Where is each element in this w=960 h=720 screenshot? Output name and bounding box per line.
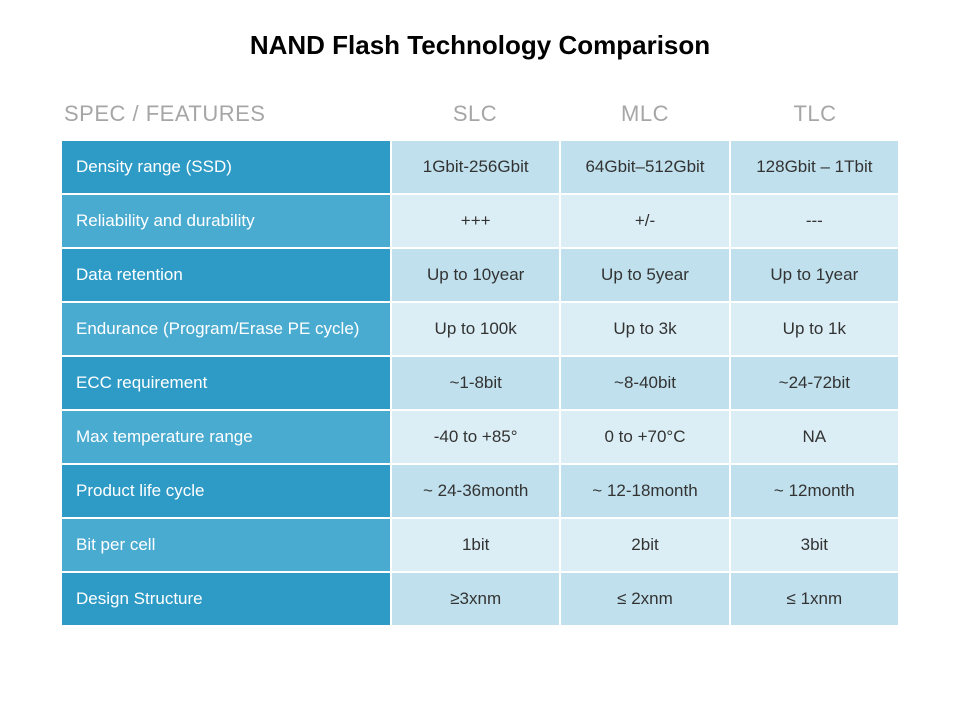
value-cell: Up to 1k bbox=[730, 302, 899, 356]
table-row: Density range (SSD) 1Gbit-256Gbit 64Gbit… bbox=[61, 140, 899, 194]
value-cell: 2bit bbox=[560, 518, 729, 572]
table-row: ECC requirement ~1-8bit ~8-40bit ~24-72b… bbox=[61, 356, 899, 410]
value-cell: +/- bbox=[560, 194, 729, 248]
value-cell: 3bit bbox=[730, 518, 899, 572]
value-cell: Up to 5year bbox=[560, 248, 729, 302]
comparison-table: Density range (SSD) 1Gbit-256Gbit 64Gbit… bbox=[60, 139, 900, 627]
value-cell: 128Gbit – 1Tbit bbox=[730, 140, 899, 194]
page: NAND Flash Technology Comparison SPEC / … bbox=[0, 0, 960, 720]
table-body: Density range (SSD) 1Gbit-256Gbit 64Gbit… bbox=[61, 140, 899, 626]
table-row: Endurance (Program/Erase PE cycle) Up to… bbox=[61, 302, 899, 356]
value-cell: 1Gbit-256Gbit bbox=[391, 140, 560, 194]
value-cell: NA bbox=[730, 410, 899, 464]
value-cell: --- bbox=[730, 194, 899, 248]
value-cell: 1bit bbox=[391, 518, 560, 572]
table-row: Design Structure ≥3xnm ≤ 2xnm ≤ 1xnm bbox=[61, 572, 899, 626]
value-cell: 64Gbit–512Gbit bbox=[560, 140, 729, 194]
value-cell: ~ 12month bbox=[730, 464, 899, 518]
table-row: Bit per cell 1bit 2bit 3bit bbox=[61, 518, 899, 572]
table-row: Data retention Up to 10year Up to 5year … bbox=[61, 248, 899, 302]
feature-cell: Bit per cell bbox=[61, 518, 391, 572]
feature-cell: Max temperature range bbox=[61, 410, 391, 464]
value-cell: -40 to +85° bbox=[391, 410, 560, 464]
value-cell: ≤ 2xnm bbox=[560, 572, 729, 626]
feature-cell: Product life cycle bbox=[61, 464, 391, 518]
table-row: Reliability and durability +++ +/- --- bbox=[61, 194, 899, 248]
value-cell: +++ bbox=[391, 194, 560, 248]
feature-cell: Design Structure bbox=[61, 572, 391, 626]
feature-cell: Endurance (Program/Erase PE cycle) bbox=[61, 302, 391, 356]
feature-cell: ECC requirement bbox=[61, 356, 391, 410]
table-row: Max temperature range -40 to +85° 0 to +… bbox=[61, 410, 899, 464]
table-header-row: SPEC / FEATURES SLC MLC TLC bbox=[60, 101, 900, 127]
value-cell: ~ 24-36month bbox=[391, 464, 560, 518]
value-cell: ~8-40bit bbox=[560, 356, 729, 410]
feature-cell: Reliability and durability bbox=[61, 194, 391, 248]
table-row: Product life cycle ~ 24-36month ~ 12-18m… bbox=[61, 464, 899, 518]
header-col-tlc: TLC bbox=[730, 101, 900, 127]
value-cell: Up to 1year bbox=[730, 248, 899, 302]
value-cell: Up to 100k bbox=[391, 302, 560, 356]
header-col-mlc: MLC bbox=[560, 101, 730, 127]
feature-cell: Density range (SSD) bbox=[61, 140, 391, 194]
value-cell: ~1-8bit bbox=[391, 356, 560, 410]
value-cell: ~24-72bit bbox=[730, 356, 899, 410]
value-cell: ≤ 1xnm bbox=[730, 572, 899, 626]
value-cell: 0 to +70°C bbox=[560, 410, 729, 464]
value-cell: ~ 12-18month bbox=[560, 464, 729, 518]
value-cell: Up to 3k bbox=[560, 302, 729, 356]
value-cell: Up to 10year bbox=[391, 248, 560, 302]
value-cell: ≥3xnm bbox=[391, 572, 560, 626]
page-title: NAND Flash Technology Comparison bbox=[60, 30, 900, 61]
feature-cell: Data retention bbox=[61, 248, 391, 302]
header-feature-label: SPEC / FEATURES bbox=[60, 101, 390, 127]
header-col-slc: SLC bbox=[390, 101, 560, 127]
